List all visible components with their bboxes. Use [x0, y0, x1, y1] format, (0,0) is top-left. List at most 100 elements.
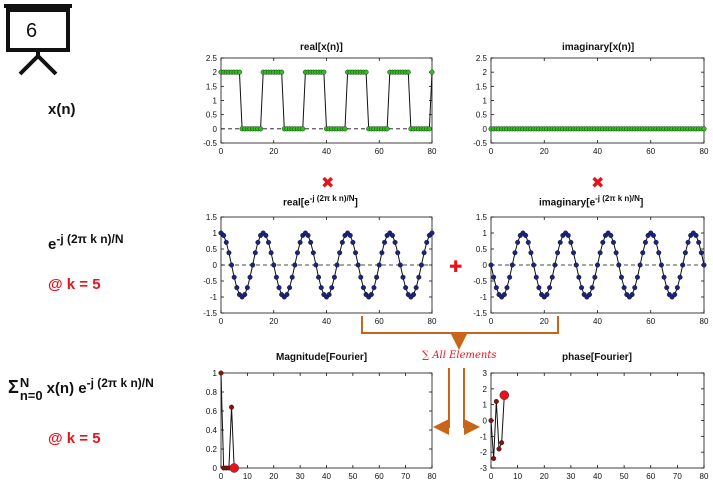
- data-point: [613, 250, 619, 256]
- x-tick-label: 20: [269, 147, 278, 156]
- data-point: [509, 262, 515, 268]
- chart-title-magnitude: Magnitude[Fourier]: [276, 352, 368, 363]
- y-tick-label: 1: [483, 229, 488, 238]
- x-tick-label: 0: [489, 317, 494, 326]
- data-point: [355, 262, 361, 268]
- y-tick-label: 1: [483, 97, 488, 106]
- data-point: [595, 262, 601, 268]
- y-tick-label: 2: [213, 68, 218, 77]
- data-point: [413, 285, 419, 291]
- data-point: [268, 250, 274, 256]
- y-tick-label: 1.5: [206, 82, 218, 91]
- data-point: [252, 250, 258, 256]
- data-point: [234, 285, 240, 291]
- data-point: [493, 285, 499, 291]
- data-point: [680, 262, 686, 268]
- chart-title-imag-x: imaginary[x(n)]: [562, 42, 635, 53]
- y-tick-label: 0: [213, 261, 218, 270]
- data-point: [698, 250, 704, 256]
- y-tick-label: 0.4: [206, 426, 218, 435]
- sum-all-elements-label: ∑ All Elements: [422, 350, 497, 361]
- x-tick-label: 40: [322, 147, 331, 156]
- data-point: [287, 285, 293, 291]
- x-tick-label: 80: [700, 317, 709, 326]
- data-point: [382, 239, 388, 245]
- multiply-icon: ✖: [591, 175, 605, 192]
- kernel-exponent: -j (2π k n)/N: [56, 232, 124, 246]
- data-point: [589, 285, 595, 291]
- data-point: [674, 285, 680, 291]
- data-point: [547, 285, 553, 291]
- data-point: [658, 262, 664, 268]
- data-point: [329, 285, 335, 291]
- y-tick-label: 1: [213, 229, 218, 238]
- data-point: [363, 69, 369, 75]
- data-point: [656, 250, 662, 256]
- data-point: [637, 262, 643, 268]
- y-tick-label: -1: [210, 293, 218, 302]
- chart-magnitude: 0 10 20 30 40 50 60 70 80 0 0.2 0.4 0.6 0.8 1: [206, 369, 437, 481]
- x-tick-label: 80: [700, 472, 709, 481]
- data-point: [392, 239, 398, 245]
- data-point: [701, 126, 707, 132]
- data-point: [271, 262, 277, 268]
- data-point: [653, 239, 659, 245]
- sum-exponent: -j (2π k n)/N: [86, 376, 154, 390]
- data-point: [664, 285, 670, 291]
- data-point: [507, 274, 513, 280]
- data-point: [337, 250, 343, 256]
- data-point: [632, 285, 638, 291]
- chart-phase: 0 10 20 30 40 50 60 70 80 -3 -2 -1 0 1 2 3: [480, 369, 709, 481]
- series-line: [490, 395, 505, 459]
- data-point: [371, 285, 377, 291]
- data-point: [616, 262, 622, 268]
- y-tick-label: -2: [480, 448, 488, 457]
- arrow-to-magnitude: [433, 368, 450, 435]
- data-point: [244, 285, 250, 291]
- data-point: [284, 292, 290, 298]
- data-point: [421, 250, 427, 256]
- data-point: [573, 262, 579, 268]
- data-point: [571, 250, 577, 256]
- chart-title-real-kernel: real[e-j (2π k n)/N]: [283, 194, 358, 209]
- data-point: [491, 274, 497, 280]
- data-point: [308, 239, 314, 245]
- data-point: [273, 274, 279, 280]
- data-point: [223, 239, 229, 245]
- sum-lower-limit: n=0: [19, 388, 43, 404]
- x-tick-label: 20: [269, 317, 278, 326]
- data-point: [568, 239, 574, 245]
- data-point: [313, 262, 319, 268]
- data-point: [634, 274, 640, 280]
- data-point: [650, 232, 656, 238]
- data-point: [229, 262, 235, 268]
- data-point: [672, 292, 678, 298]
- y-tick-label: 0: [213, 464, 218, 473]
- data-point: [342, 126, 348, 132]
- y-tick-label: -0.5: [203, 139, 217, 148]
- chart-real-kernel: 0 20 40 60 80 -1.5 -1 -0.5 0 0.5 1 1.5: [203, 213, 437, 326]
- y-tick-label: 0.2: [206, 445, 218, 454]
- x-tick-label: 20: [540, 147, 549, 156]
- y-tick-label: 1.5: [206, 213, 218, 222]
- data-point: [528, 250, 534, 256]
- presentation-board-icon: [4, 4, 72, 76]
- y-tick-label: 2: [483, 68, 488, 77]
- data-point: [608, 232, 614, 238]
- data-point: [353, 250, 359, 256]
- data-point: [696, 239, 702, 245]
- chart-title-real-x: real[x(n)]: [300, 42, 343, 53]
- signal-label: x(n): [48, 101, 76, 118]
- data-point: [316, 274, 322, 280]
- k-note-kernel: @ k = 5: [48, 276, 101, 293]
- data-point: [411, 292, 417, 298]
- data-point: [231, 274, 237, 280]
- data-point: [265, 239, 271, 245]
- x-tick-label: 60: [375, 317, 384, 326]
- x-tick-label: 20: [540, 317, 549, 326]
- data-point: [294, 250, 300, 256]
- data-point: [400, 274, 406, 280]
- data-point: [360, 285, 366, 291]
